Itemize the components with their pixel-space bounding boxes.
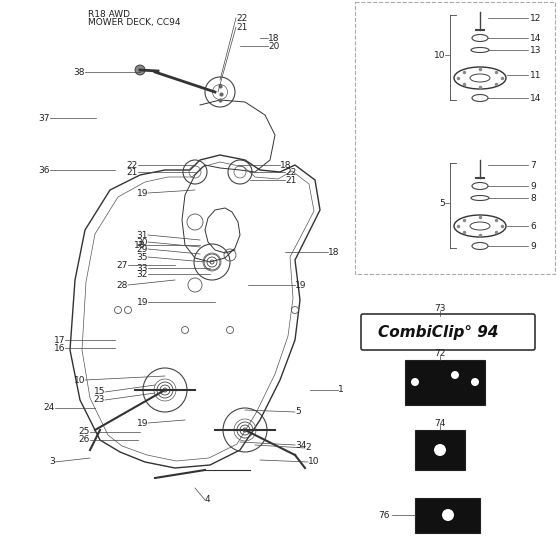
Text: 18: 18 [280, 161, 292, 170]
Bar [415, 498, 480, 533]
Text: 20: 20 [268, 41, 279, 50]
Text: 36: 36 [39, 166, 50, 175]
Text: 5: 5 [439, 198, 445, 208]
Text: 9: 9 [530, 241, 536, 250]
Text: 10: 10 [308, 458, 320, 466]
Text: 8: 8 [530, 194, 536, 203]
Text: 19: 19 [295, 281, 306, 290]
Text: 21: 21 [236, 22, 248, 31]
Text: 19: 19 [137, 189, 148, 198]
Circle shape [471, 378, 479, 386]
Circle shape [451, 371, 459, 379]
Text: 73: 73 [434, 304, 446, 312]
Text: 24: 24 [44, 404, 55, 413]
Text: 25: 25 [78, 427, 90, 436]
Text: 19: 19 [137, 418, 148, 427]
Text: 76: 76 [379, 511, 390, 520]
Text: 10: 10 [433, 50, 445, 59]
Bar [355, 2, 555, 274]
Text: 22: 22 [236, 13, 248, 22]
Text: 15: 15 [94, 388, 105, 396]
Text: 17: 17 [54, 335, 65, 344]
Text: R18 AWD: R18 AWD [88, 10, 130, 18]
Circle shape [135, 65, 145, 75]
Text: 7: 7 [530, 161, 536, 170]
Text: 33: 33 [137, 264, 148, 273]
Text: 12: 12 [530, 13, 542, 22]
Text: 35: 35 [137, 253, 148, 262]
Text: 23: 23 [94, 395, 105, 404]
Text: 31: 31 [137, 231, 148, 240]
Circle shape [442, 509, 454, 521]
Text: 10: 10 [73, 376, 85, 385]
Text: 74: 74 [435, 418, 446, 427]
Text: 2: 2 [305, 444, 311, 452]
Circle shape [411, 378, 419, 386]
Text: 30: 30 [137, 237, 148, 246]
Text: 5: 5 [295, 408, 301, 417]
Text: 28: 28 [116, 281, 128, 290]
Text: 29: 29 [137, 245, 148, 254]
Text: 26: 26 [78, 436, 90, 445]
Text: 9: 9 [530, 181, 536, 190]
Text: 72: 72 [435, 348, 446, 357]
Text: 38: 38 [73, 68, 85, 77]
Text: 21: 21 [285, 175, 296, 184]
Text: 21: 21 [127, 167, 138, 176]
Text: CombiClip° 94: CombiClip° 94 [378, 324, 498, 339]
Text: MOWER DECK, CC94: MOWER DECK, CC94 [88, 17, 180, 26]
Bar [405, 360, 485, 405]
Text: 4: 4 [205, 496, 211, 505]
Text: 22: 22 [285, 167, 296, 176]
Text: 14: 14 [530, 34, 542, 43]
Text: 32: 32 [137, 269, 148, 278]
Bar [415, 430, 465, 470]
Text: 6: 6 [530, 222, 536, 231]
Text: 1: 1 [338, 385, 344, 394]
Text: 18: 18 [328, 248, 339, 256]
Text: 27: 27 [116, 260, 128, 269]
Text: 34: 34 [295, 441, 306, 450]
Text: 37: 37 [39, 114, 50, 123]
Text: 18: 18 [133, 240, 145, 250]
Text: 22: 22 [127, 161, 138, 170]
Text: 18: 18 [268, 34, 279, 43]
Text: 16: 16 [54, 343, 65, 352]
Text: 14: 14 [530, 94, 542, 102]
Text: 13: 13 [530, 45, 542, 54]
FancyBboxPatch shape [361, 314, 535, 350]
Text: 11: 11 [530, 71, 542, 80]
Text: 19: 19 [137, 297, 148, 306]
Circle shape [434, 444, 446, 456]
Text: 3: 3 [49, 458, 55, 466]
